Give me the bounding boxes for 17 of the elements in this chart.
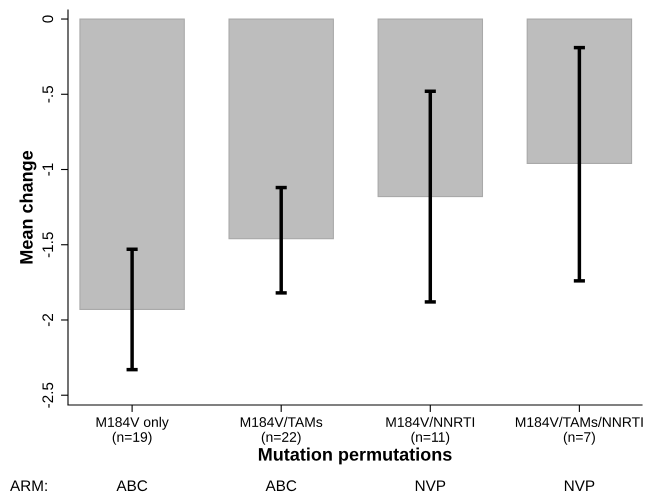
text: NVP bbox=[416, 480, 446, 491]
y-tick-label: -1.5 bbox=[42, 232, 54, 258]
text: ARM: bbox=[10, 480, 47, 491]
x-axis-title: Mutation permutations bbox=[258, 447, 452, 464]
text: ABC bbox=[266, 480, 296, 492]
y-tick-label: -1 bbox=[42, 163, 54, 176]
x-tick-label: M184V/NNRTI (n=11) bbox=[386, 416, 474, 445]
y-tick-label: -.5 bbox=[42, 86, 54, 102]
y-axis-title: Mean change bbox=[19, 150, 36, 264]
text: ABC bbox=[116, 480, 148, 492]
y-tick-label: 0 bbox=[42, 15, 54, 23]
x-tick-label: M184V/TAMs/NNRTI (n=7) bbox=[516, 416, 643, 445]
x-tick-label: M184V only (n=19) bbox=[96, 416, 169, 445]
y-tick-label: -2.5 bbox=[42, 382, 54, 408]
y-tick-label: -2 bbox=[42, 314, 54, 326]
text: NVP bbox=[564, 480, 594, 491]
x-tick-label: M184V/TAMs (n=22) bbox=[240, 416, 322, 445]
